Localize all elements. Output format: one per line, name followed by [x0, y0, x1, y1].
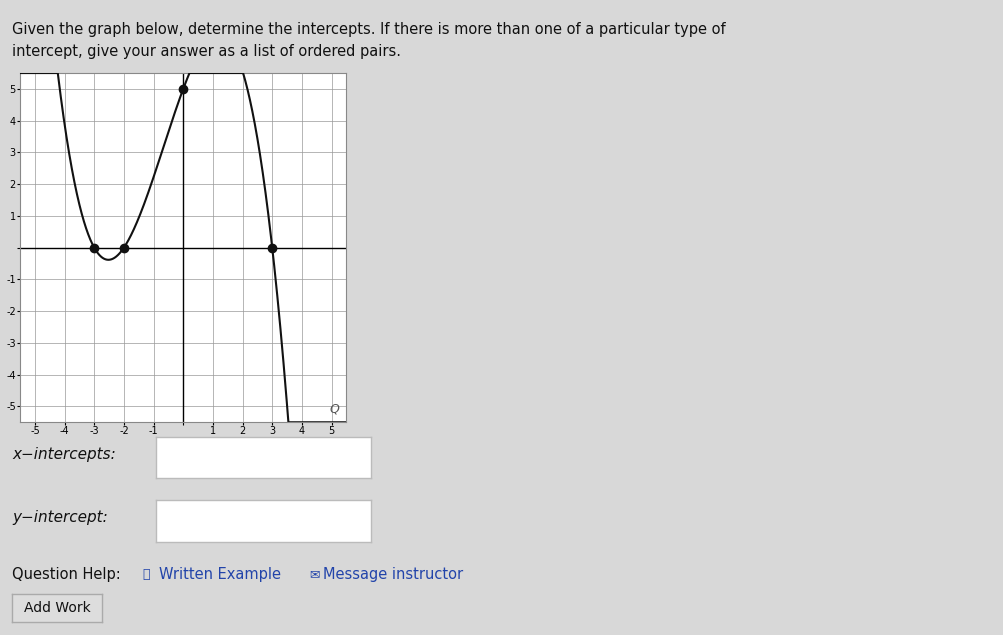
Text: Question Help:: Question Help:: [12, 567, 120, 582]
Text: x−intercepts:: x−intercepts:: [12, 446, 115, 462]
Text: Given the graph below, determine the intercepts. If there is more than one of a : Given the graph below, determine the int…: [12, 22, 725, 37]
Text: Written Example: Written Example: [158, 567, 281, 582]
Text: 📄: 📄: [142, 568, 149, 581]
Text: Message instructor: Message instructor: [323, 567, 463, 582]
Text: ✉: ✉: [309, 568, 319, 581]
Text: intercept, give your answer as a list of ordered pairs.: intercept, give your answer as a list of…: [12, 44, 400, 60]
Text: y−intercept:: y−intercept:: [12, 510, 107, 525]
Text: Q: Q: [330, 403, 340, 415]
Text: Add Work: Add Work: [24, 601, 90, 615]
